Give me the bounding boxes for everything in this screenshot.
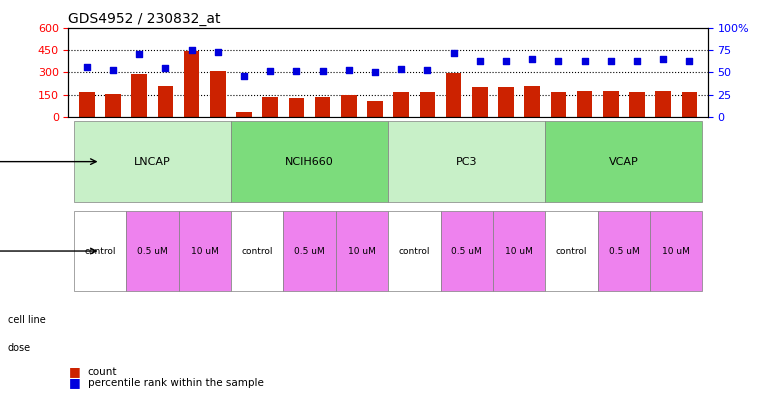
Bar: [288, 97, 304, 117]
Point: [291, 68, 303, 74]
Text: 0.5 uM: 0.5 uM: [295, 246, 325, 255]
FancyBboxPatch shape: [74, 211, 126, 291]
Bar: [655, 91, 671, 117]
FancyBboxPatch shape: [126, 211, 179, 291]
Text: PC3: PC3: [456, 157, 477, 167]
Bar: [393, 92, 409, 117]
Point: [212, 48, 224, 55]
Bar: [158, 86, 174, 117]
Point: [317, 68, 329, 74]
Bar: [183, 51, 199, 117]
Bar: [210, 71, 226, 117]
FancyBboxPatch shape: [493, 211, 546, 291]
Point: [683, 58, 696, 64]
Point: [500, 58, 512, 64]
Point: [342, 67, 355, 73]
FancyBboxPatch shape: [441, 211, 493, 291]
FancyBboxPatch shape: [74, 121, 231, 202]
FancyBboxPatch shape: [388, 121, 546, 202]
Bar: [341, 95, 357, 117]
FancyBboxPatch shape: [546, 211, 597, 291]
Point: [447, 50, 460, 57]
Bar: [682, 92, 697, 117]
Text: 0.5 uM: 0.5 uM: [451, 246, 482, 255]
Bar: [629, 92, 645, 117]
Text: 0.5 uM: 0.5 uM: [137, 246, 167, 255]
Point: [578, 57, 591, 64]
Text: 10 uM: 10 uM: [348, 246, 376, 255]
Text: ■: ■: [68, 376, 80, 389]
FancyBboxPatch shape: [179, 211, 231, 291]
Point: [238, 73, 250, 79]
Point: [186, 47, 198, 53]
Bar: [315, 97, 330, 117]
Point: [631, 58, 643, 64]
Bar: [550, 92, 566, 117]
Bar: [603, 91, 619, 117]
Bar: [419, 92, 435, 117]
Point: [159, 64, 171, 71]
Point: [264, 68, 276, 74]
Text: LNCAP: LNCAP: [134, 157, 170, 167]
FancyBboxPatch shape: [388, 211, 441, 291]
Bar: [577, 91, 593, 117]
FancyBboxPatch shape: [546, 121, 702, 202]
Text: count: count: [88, 367, 117, 377]
Bar: [472, 87, 488, 117]
Bar: [236, 112, 252, 117]
Point: [81, 64, 93, 70]
Bar: [524, 86, 540, 117]
FancyBboxPatch shape: [283, 211, 336, 291]
Point: [369, 69, 381, 75]
Bar: [446, 73, 461, 117]
Text: ■: ■: [68, 365, 80, 378]
Point: [395, 66, 407, 72]
Text: NCIH660: NCIH660: [285, 157, 334, 167]
Text: GDS4952 / 230832_at: GDS4952 / 230832_at: [68, 13, 221, 26]
Point: [107, 66, 119, 73]
FancyBboxPatch shape: [231, 121, 388, 202]
Bar: [105, 94, 121, 117]
Text: control: control: [241, 246, 273, 255]
Bar: [132, 74, 147, 117]
Text: 10 uM: 10 uM: [662, 246, 690, 255]
Text: VCAP: VCAP: [609, 157, 638, 167]
Point: [473, 58, 486, 64]
Point: [526, 56, 538, 62]
Bar: [498, 87, 514, 117]
Point: [422, 66, 434, 73]
Text: dose: dose: [8, 343, 30, 353]
Text: 0.5 uM: 0.5 uM: [609, 246, 639, 255]
Bar: [367, 101, 383, 117]
Text: percentile rank within the sample: percentile rank within the sample: [88, 378, 263, 388]
Text: 10 uM: 10 uM: [505, 246, 533, 255]
Text: control: control: [399, 246, 430, 255]
Point: [552, 58, 565, 64]
FancyBboxPatch shape: [336, 211, 388, 291]
Point: [657, 56, 669, 62]
FancyBboxPatch shape: [650, 211, 702, 291]
Text: control: control: [556, 246, 587, 255]
Text: 10 uM: 10 uM: [191, 246, 218, 255]
Text: control: control: [84, 246, 116, 255]
Bar: [79, 92, 94, 117]
Point: [133, 51, 145, 57]
FancyBboxPatch shape: [231, 211, 283, 291]
Point: [605, 58, 617, 64]
Bar: [263, 97, 278, 117]
Text: cell line: cell line: [8, 315, 46, 325]
FancyBboxPatch shape: [597, 211, 650, 291]
